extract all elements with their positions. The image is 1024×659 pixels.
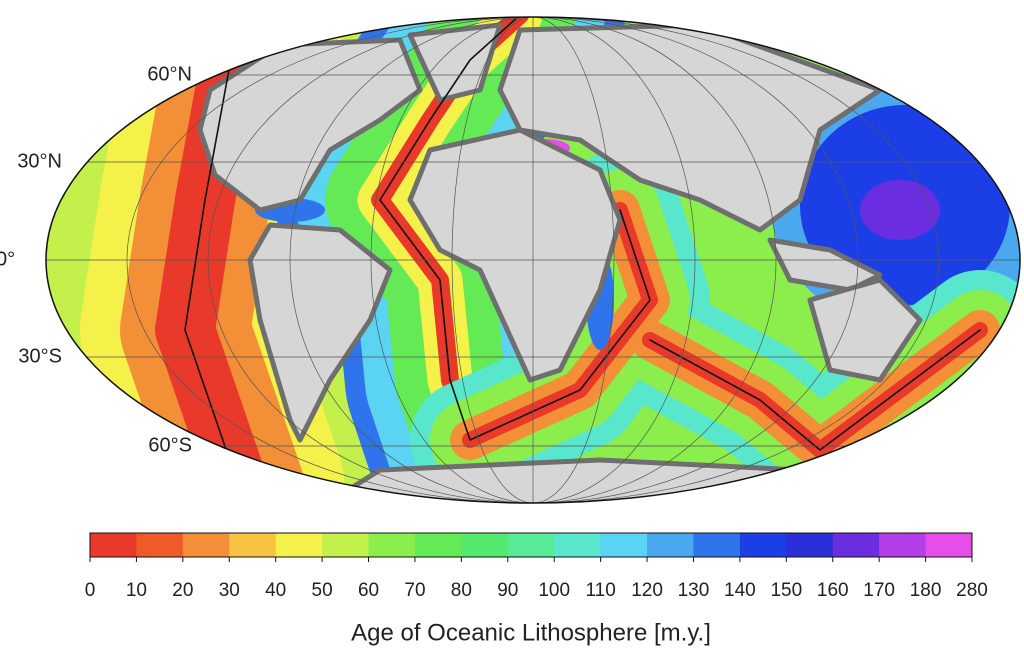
latitude-label: 0° <box>0 248 15 270</box>
colorbar-segment <box>507 533 555 557</box>
colorbar-tick-label: 80 <box>451 580 472 601</box>
colorbar-segment <box>879 533 927 557</box>
colorbar-tick-label: 160 <box>817 580 849 601</box>
colorbar-segment <box>647 533 694 557</box>
colorbar-segment <box>414 533 462 557</box>
colorbar-tick-label: 110 <box>585 580 615 601</box>
colorbar-segment <box>322 533 370 557</box>
colorbar: 0 10 20 30 40 50 60 70 80 90 100 110 120 130 140 150 160… <box>85 532 988 601</box>
colorbar-tick-label: 50 <box>312 580 333 601</box>
latitude-labels: 60°N 30°N 0° 30°S 60°S <box>0 63 192 456</box>
colorbar-tick-label: 90 <box>497 580 518 601</box>
colorbar-tick-label: 60 <box>358 580 379 601</box>
colorbar-segment <box>368 533 416 557</box>
latitude-label: 60°N <box>147 63 192 85</box>
colorbar-tick-label: 70 <box>404 580 425 601</box>
colorbar-title: Age of Oceanic Lithosphere [m.y.] <box>351 619 711 646</box>
map-outline <box>45 16 1021 504</box>
latitude-label: 30°N <box>17 150 62 172</box>
colorbar-segment <box>275 533 323 557</box>
colorbar-segment <box>786 533 834 557</box>
colorbar-tick-label: 120 <box>631 580 663 601</box>
colorbar-segment <box>136 533 184 557</box>
colorbar-tick-label: 30 <box>219 580 240 601</box>
colorbar-segment <box>182 533 230 557</box>
colorbar-segment <box>90 533 137 557</box>
colorbar-frame <box>89 532 973 558</box>
colorbar-tick-label: 170 <box>863 580 895 601</box>
colorbar-tick-label: 130 <box>678 580 710 601</box>
colorbar-tick-label: 180 <box>910 580 942 601</box>
colorbar-segment <box>600 533 648 557</box>
colorbar-segment <box>229 533 277 557</box>
latitude-label: 60°S <box>148 434 192 456</box>
latitude-label: 30°S <box>18 345 62 367</box>
colorbar-tick-label: 10 <box>126 580 147 601</box>
colorbar-segment <box>554 533 602 557</box>
colorbar-tick-label: 0 <box>85 580 96 601</box>
colorbar-segment <box>925 533 973 557</box>
colorbar-tick-label: 20 <box>172 580 193 601</box>
colorbar-segment <box>739 533 787 557</box>
colorbar-tick-label: 140 <box>724 580 756 601</box>
colorbar-segment <box>693 533 741 557</box>
colorbar-tick-label: 40 <box>265 580 286 601</box>
colorbar-tick-label: 280 <box>956 580 988 601</box>
colorbar-segment <box>461 533 509 557</box>
map <box>46 17 1020 503</box>
colorbar-tick-label: 150 <box>770 580 802 601</box>
colorbar-segment <box>832 533 880 557</box>
colorbar-tick-label: 100 <box>538 580 570 601</box>
